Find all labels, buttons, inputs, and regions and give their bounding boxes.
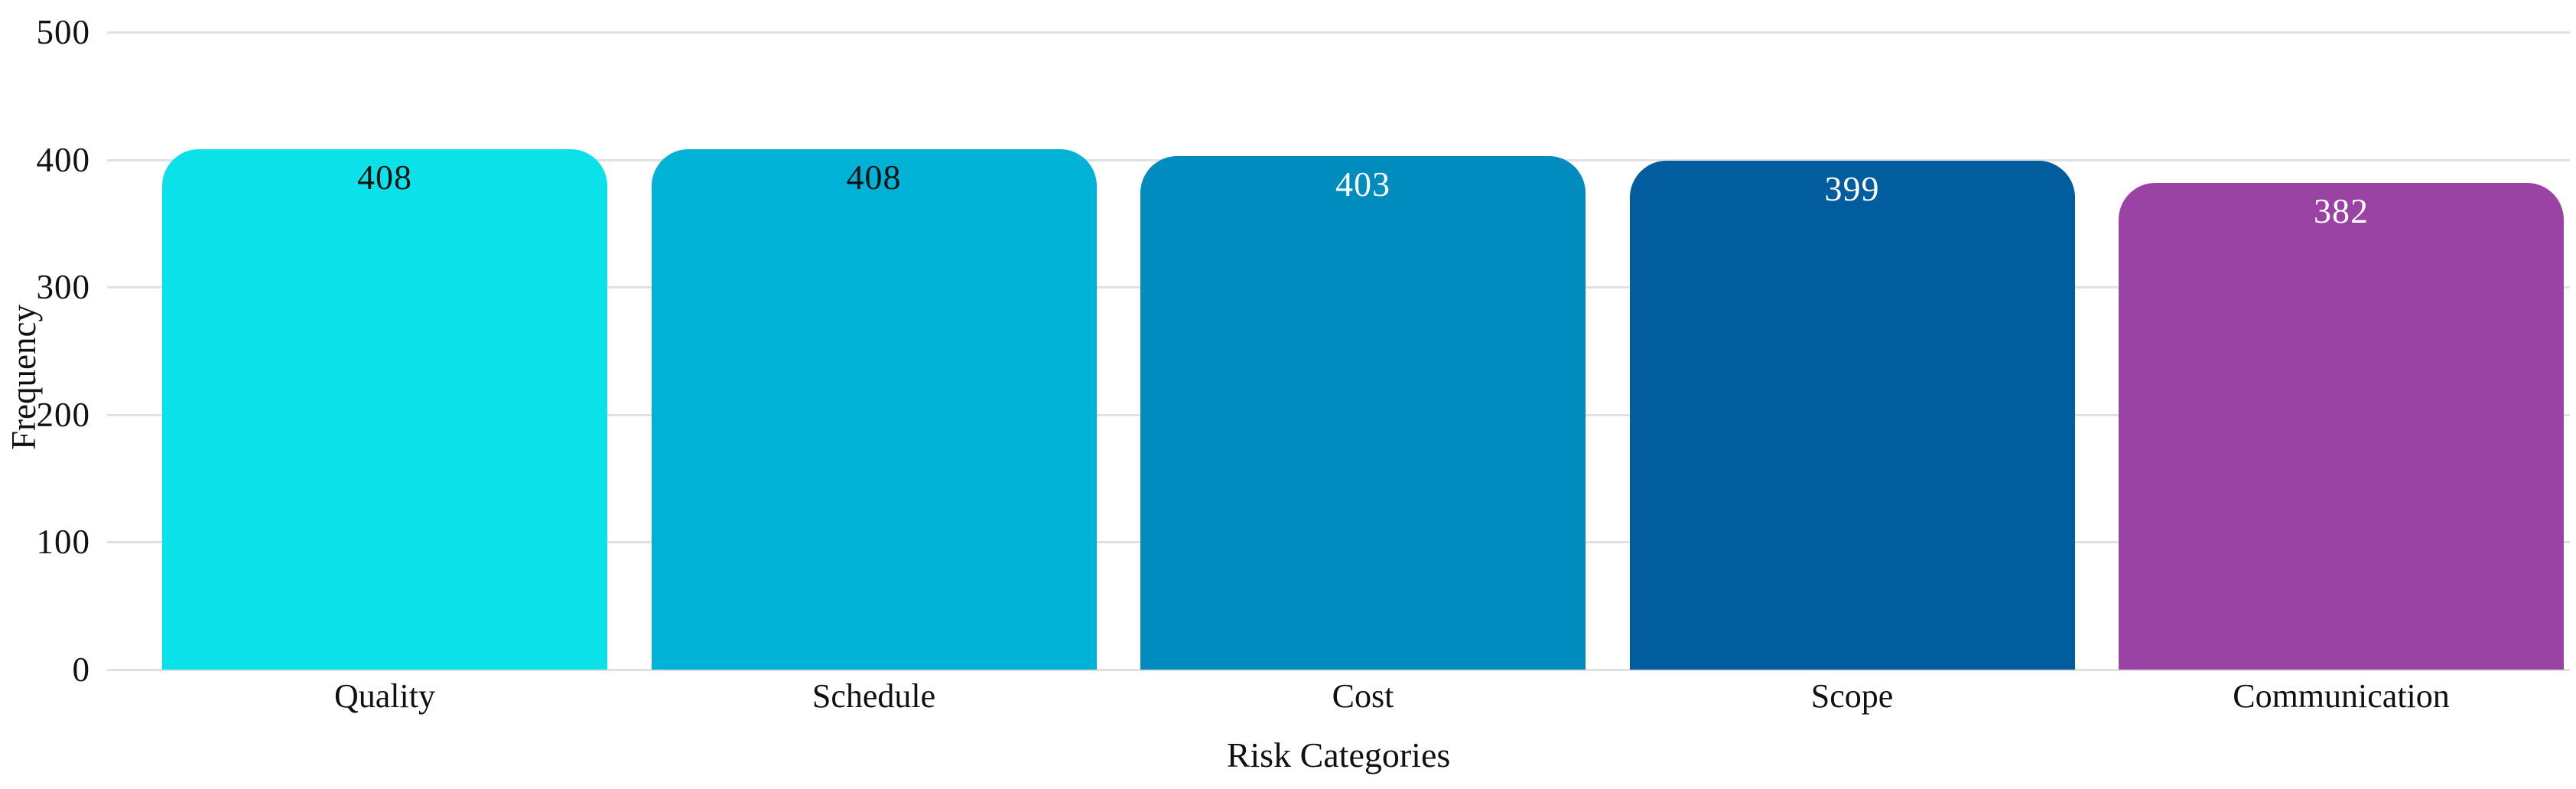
x-axis-tick-labels: Quality Schedule Cost Scope Communication bbox=[162, 677, 2564, 716]
bars-group: 408 408 403 399 382 bbox=[162, 32, 2564, 670]
y-tick-label-500: 500 bbox=[36, 13, 90, 51]
x-tick-label-quality: Quality bbox=[334, 677, 435, 715]
bar-cost[interactable]: 403 bbox=[1140, 155, 1586, 670]
gridline-0 bbox=[107, 669, 2570, 671]
x-tick-label-communication: Communication bbox=[2233, 677, 2450, 715]
bar-value-label-quality: 408 bbox=[357, 158, 412, 197]
bar-quality[interactable]: 408 bbox=[162, 149, 607, 670]
bar-value-label-communication: 382 bbox=[2314, 191, 2369, 230]
bar-schedule[interactable]: 408 bbox=[651, 149, 1097, 670]
bar-scope[interactable]: 399 bbox=[1629, 161, 2075, 670]
y-tick-label-200: 200 bbox=[36, 395, 90, 434]
x-tick-label-schedule: Schedule bbox=[812, 677, 936, 715]
bar-communication[interactable]: 382 bbox=[2119, 182, 2564, 670]
x-tick-label-cost: Cost bbox=[1332, 677, 1394, 715]
gridline-500 bbox=[107, 31, 2570, 34]
bar-value-label-schedule: 408 bbox=[846, 158, 902, 197]
x-tick-label-scope: Scope bbox=[1810, 677, 1894, 715]
bar-value-label-scope: 399 bbox=[1824, 169, 1880, 209]
x-axis-title: Risk Categories bbox=[1226, 735, 1451, 774]
y-tick-label-400: 400 bbox=[36, 140, 90, 179]
y-tick-label-100: 100 bbox=[36, 523, 90, 562]
bar-value-label-cost: 403 bbox=[1335, 164, 1390, 204]
plot-area: 408 408 403 399 382 bbox=[107, 31, 2570, 671]
y-tick-label-0: 0 bbox=[72, 650, 90, 689]
y-tick-label-300: 300 bbox=[36, 268, 90, 307]
